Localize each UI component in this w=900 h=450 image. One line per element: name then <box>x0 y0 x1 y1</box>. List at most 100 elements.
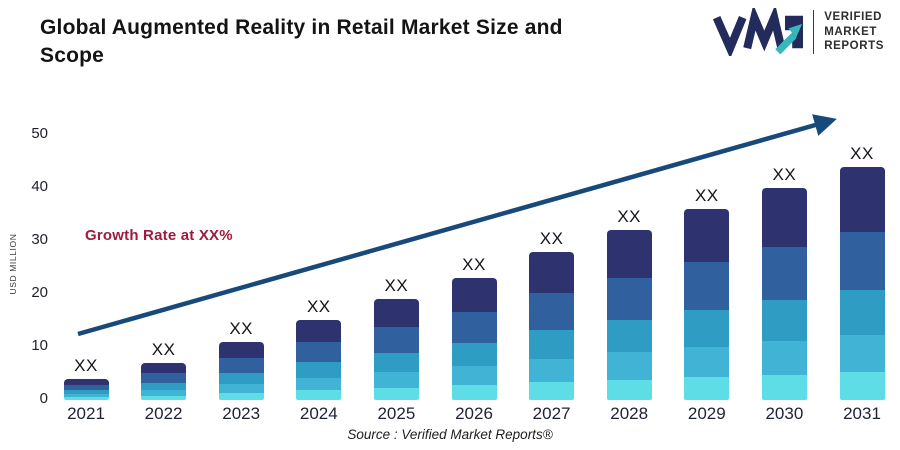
bar-segment <box>373 299 419 328</box>
x-tick-label: 2028 <box>610 404 649 423</box>
bar-segment <box>761 300 807 341</box>
bar-value-label: XX <box>229 319 254 338</box>
y-tick-label: 10 <box>31 337 48 354</box>
bar-segment <box>63 394 109 398</box>
logo-wordmark: VERIFIED MARKET REPORTS <box>824 10 884 55</box>
bar-segment <box>296 342 342 363</box>
bar-segment <box>141 395 187 400</box>
stacked-bar-2028 <box>606 230 652 400</box>
bar-segment <box>296 377 342 391</box>
bar-segment <box>529 330 575 359</box>
bar-segment <box>529 382 575 400</box>
stacked-bar-2030 <box>761 188 807 400</box>
bar-segment <box>451 385 497 400</box>
bar-segment <box>529 358 575 383</box>
bar-value-label: XX <box>539 229 564 248</box>
bar-segment <box>606 230 652 278</box>
bar-value-label: XX <box>772 165 797 184</box>
bar-segment <box>296 362 342 378</box>
x-tick-label: 2027 <box>532 404 571 423</box>
bar-segment <box>63 397 109 400</box>
bar-segment <box>839 167 885 233</box>
bar-value-label: XX <box>151 340 176 359</box>
vmr-logo: VERIFIED MARKET REPORTS <box>713 8 884 56</box>
y-tick-label: 30 <box>31 231 48 248</box>
logo-divider <box>813 10 815 54</box>
bar-segment <box>141 389 187 396</box>
growth-rate-annotation: Growth Rate at XX% <box>85 227 233 244</box>
bar-segment <box>451 342 497 366</box>
bar-value-label: XX <box>384 276 409 295</box>
stacked-bar-2025 <box>373 299 419 400</box>
y-tick-label: 0 <box>39 390 48 407</box>
bar-value-label: XX <box>462 255 486 274</box>
bar-segment <box>606 379 652 400</box>
bar-value-label: XX <box>617 207 642 226</box>
bar-segment <box>218 383 264 394</box>
bar-segment <box>606 320 652 353</box>
bar-segment <box>218 393 264 400</box>
stacked-bar-2022 <box>141 363 187 400</box>
bar-segment <box>451 365 497 386</box>
y-tick-label: 40 <box>31 178 48 195</box>
bar-segment <box>761 340 807 375</box>
bar-segment <box>218 342 264 359</box>
bar-segment <box>63 379 109 385</box>
bar-segment <box>218 358 264 373</box>
bar-segment <box>141 373 187 383</box>
vmr-logo-icon <box>713 8 804 56</box>
bar-segment <box>839 290 885 335</box>
stacked-bar-2021 <box>63 379 109 400</box>
bar-segment <box>373 352 419 372</box>
bar-segment <box>296 320 342 343</box>
x-tick-label: 2021 <box>67 404 105 423</box>
bar-segment <box>141 382 187 390</box>
bar-segment <box>373 371 419 388</box>
logo-word-2: MARKET <box>824 25 877 38</box>
x-tick-label: 2026 <box>455 404 493 423</box>
stacked-bar-2024 <box>296 320 342 400</box>
bar-segment <box>761 374 807 400</box>
bar-segment <box>606 277 652 321</box>
bar-segment <box>684 209 730 263</box>
bar-segment <box>141 363 187 374</box>
page-title: Global Augmented Reality in Retail Marke… <box>40 16 563 67</box>
bar-segment <box>684 262 730 311</box>
bar-value-label: XX <box>694 186 719 205</box>
x-tick-label: 2023 <box>222 404 261 423</box>
bar-segment <box>63 384 109 391</box>
logo-word-3: REPORTS <box>824 40 884 53</box>
stacked-bar-2031 <box>839 167 885 400</box>
bar-segment <box>684 346 730 378</box>
stacked-bar-2027 <box>529 252 575 400</box>
bar-segment <box>761 188 807 248</box>
x-tick-label: 2025 <box>377 404 416 423</box>
x-tick-label: 2022 <box>144 404 183 423</box>
bar-segment <box>839 232 885 291</box>
y-tick-label: 20 <box>31 284 48 301</box>
x-tick-label: 2029 <box>687 404 726 423</box>
bar-segment <box>218 372 264 384</box>
stacked-bar-2023 <box>218 342 264 400</box>
bar-value-label: XX <box>306 297 331 316</box>
bar-segment <box>63 390 109 395</box>
logo-word-1: VERIFIED <box>824 10 883 23</box>
bar-segment <box>373 387 419 400</box>
y-tick-label: 50 <box>31 125 48 142</box>
x-tick-label: 2024 <box>299 404 338 423</box>
bar-segment <box>684 377 730 400</box>
source-caption: Source : Verified Market Reports® <box>347 427 553 442</box>
bar-value-label: XX <box>74 356 98 375</box>
bar-segment <box>451 312 497 343</box>
bar-segment <box>839 372 885 400</box>
bar-segment <box>606 352 652 380</box>
bar-segment <box>373 327 419 353</box>
x-tick-label: 2031 <box>843 404 881 423</box>
bar-value-label: XX <box>850 144 874 163</box>
bar-segment <box>684 310 730 347</box>
stacked-bar-2029 <box>684 209 730 400</box>
x-tick-label: 2030 <box>765 404 804 423</box>
bar-segment <box>451 278 497 313</box>
bar-segment <box>529 252 575 294</box>
